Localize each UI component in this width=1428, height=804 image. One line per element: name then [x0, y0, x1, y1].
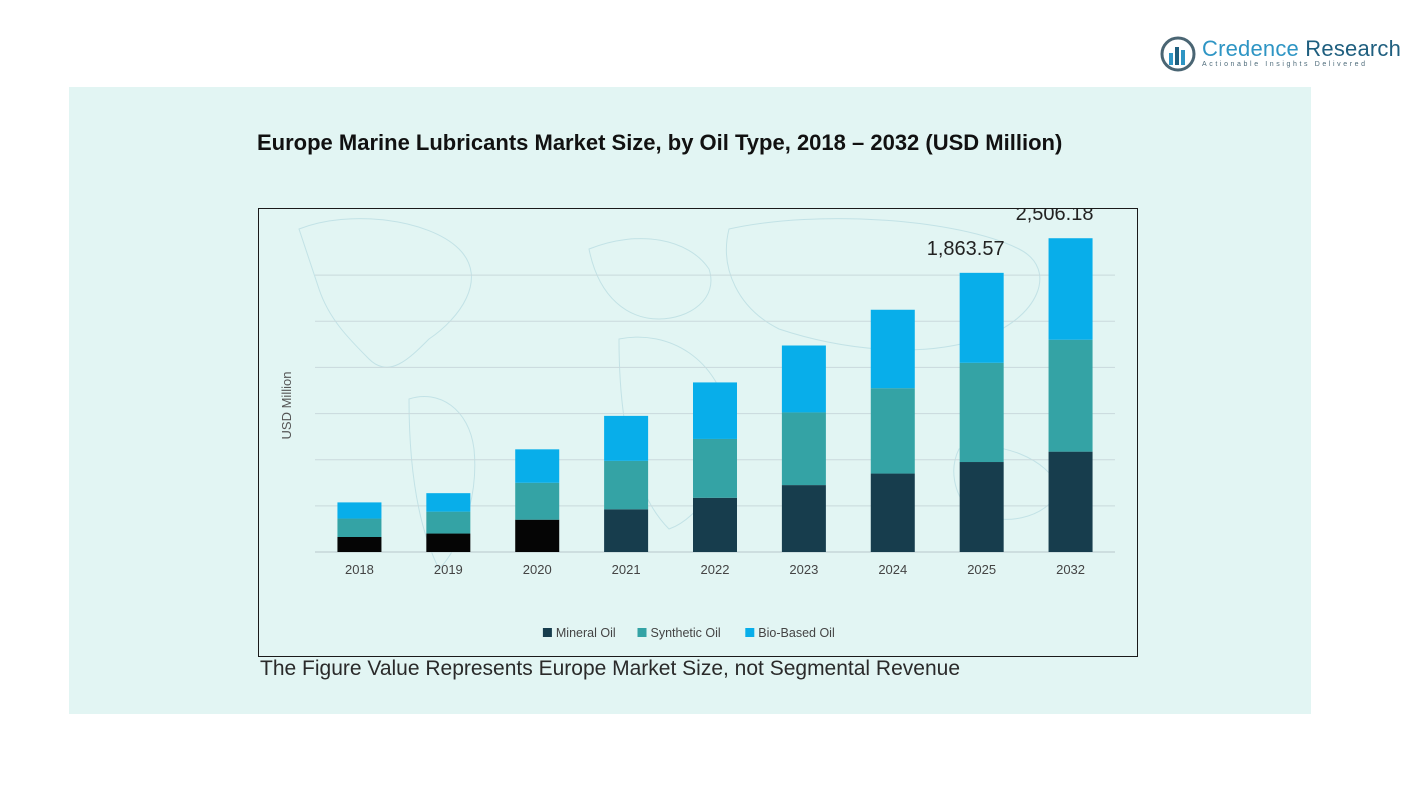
bar-bio-based-oil-2021 [604, 415, 649, 461]
x-tick-label: 2024 [878, 562, 907, 577]
legend-label: Synthetic Oil [651, 626, 721, 640]
x-tick-label: 2025 [967, 562, 996, 577]
bar-mineral-oil-2021 [604, 509, 649, 552]
bar-mineral-oil-2019 [426, 533, 471, 552]
bar-synthetic-oil-2025 [959, 362, 1004, 463]
y-axis-label: USD Million [279, 372, 294, 440]
x-tick-label: 2023 [789, 562, 818, 577]
world-map-watermark [298, 218, 1060, 570]
bar-mineral-oil-2018 [337, 537, 382, 552]
bar-synthetic-oil-2018 [337, 518, 382, 538]
bar-synthetic-oil-2021 [604, 460, 649, 510]
bar-mineral-oil-2025 [959, 462, 1004, 552]
brand-name-part2: Research [1299, 36, 1402, 61]
bar-mineral-oil-2023 [781, 485, 826, 552]
data-label: 1,863.57 [927, 238, 1005, 260]
bar-mineral-oil-2032 [1048, 451, 1093, 552]
bar-synthetic-oil-2022 [693, 438, 737, 498]
brand-logo-block: Credence Research Actionable Insights De… [1160, 34, 1401, 76]
legend-swatch [637, 628, 647, 637]
bar-bio-based-oil-2032 [1048, 238, 1093, 340]
brand-name: Credence Research [1202, 36, 1401, 62]
bar-bio-based-oil-2022 [693, 382, 737, 439]
x-tick-label: 2019 [434, 562, 463, 577]
bar-synthetic-oil-2023 [781, 412, 826, 486]
chart-frame: USD Million 2018 2019 2020 2021 2022 2023 2024 2… [258, 208, 1138, 657]
x-tick-label: 2022 [701, 562, 730, 577]
bar-mineral-oil-2020 [515, 519, 560, 552]
brand-name-part1: Credence [1202, 36, 1299, 61]
bar-bio-based-oil-2024 [870, 309, 915, 389]
brand-tagline: Actionable Insights Delivered [1202, 61, 1368, 68]
bar-chart-circle-icon [1160, 36, 1196, 72]
bar-synthetic-oil-2019 [426, 511, 471, 534]
bar-mineral-oil-2022 [693, 497, 737, 552]
x-tick-label: 2032 [1056, 562, 1085, 577]
chart-footnote: The Figure Value Represents Europe Marke… [260, 657, 960, 680]
chart-svg: USD Million 2018 2019 2020 2021 2022 2023 2024 2… [279, 209, 1115, 640]
bar-synthetic-oil-2032 [1048, 339, 1093, 452]
bar-bio-based-oil-2023 [781, 345, 826, 413]
chart-panel: Europe Marine Lubricants Market Size, by… [69, 87, 1311, 714]
bar-synthetic-oil-2020 [515, 482, 560, 520]
x-tick-label: 2018 [345, 562, 374, 577]
x-tick-label: 2021 [612, 562, 641, 577]
x-tick-label: 2020 [523, 562, 552, 577]
data-label: 2,506.18 [1016, 209, 1094, 225]
bar-synthetic-oil-2024 [870, 388, 915, 474]
bar-bio-based-oil-2019 [426, 493, 471, 512]
legend-swatch [745, 628, 755, 637]
bar-bio-based-oil-2020 [515, 449, 560, 483]
chart-title: Europe Marine Lubricants Market Size, by… [257, 130, 1063, 155]
legend-label: Bio-Based Oil [758, 626, 834, 640]
legend-label: Mineral Oil [556, 626, 616, 640]
bar-bio-based-oil-2018 [337, 502, 382, 519]
bar-mineral-oil-2024 [870, 473, 915, 552]
legend-swatch [542, 628, 552, 637]
bar-bio-based-oil-2025 [959, 272, 1004, 363]
